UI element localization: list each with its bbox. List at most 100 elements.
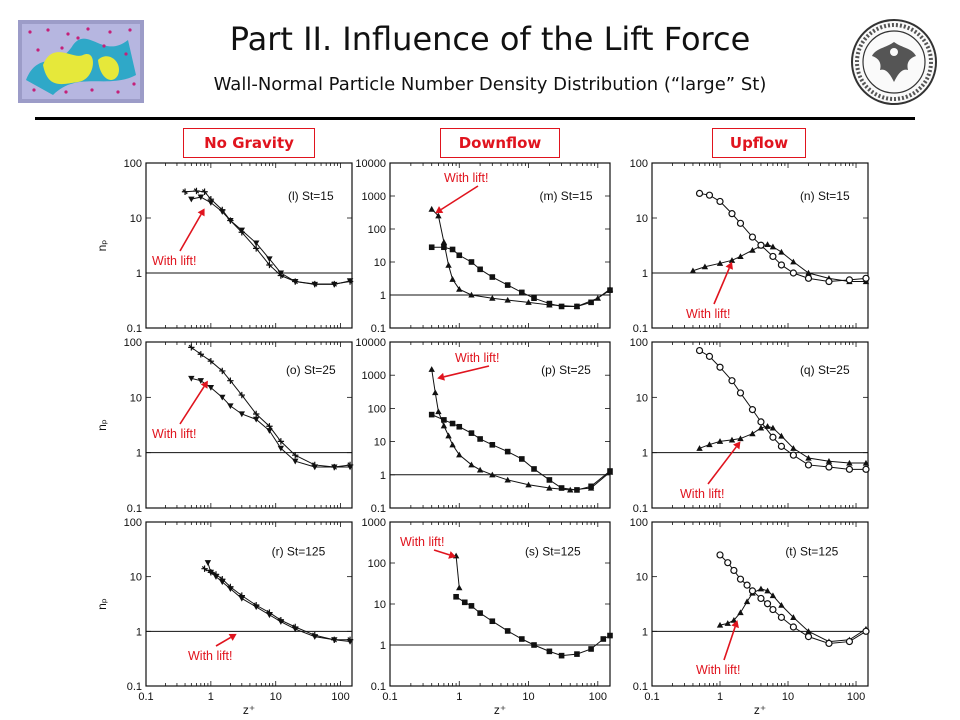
y-tick-label: 0.1: [127, 323, 142, 335]
data-point: [588, 646, 594, 652]
data-point: [845, 465, 854, 473]
y-tick-label: 1000: [362, 370, 386, 382]
data-point: [219, 394, 226, 401]
data-point: [441, 244, 447, 251]
data-point: [477, 610, 483, 616]
data-point: [428, 366, 435, 372]
y-tick-label: 1: [642, 268, 648, 280]
data-point: [769, 424, 777, 431]
y-tick-label: 10000: [355, 158, 386, 170]
data-point: [266, 256, 273, 263]
data-point: [695, 189, 704, 198]
data-point: [763, 600, 772, 608]
data-point: [468, 603, 475, 609]
data-point: [197, 194, 205, 201]
data-point: [277, 272, 285, 279]
y-tick-label: 100: [630, 337, 648, 349]
panel-label: (t) St=125: [785, 545, 838, 559]
data-point: [769, 605, 777, 614]
y-tick-label: 10: [130, 572, 142, 584]
data-point: [777, 261, 786, 269]
data-point: [789, 451, 798, 459]
y-tick-label: 100: [124, 158, 142, 170]
data-point: [331, 636, 338, 644]
y-tick-label: 0.1: [127, 503, 142, 515]
data-point: [266, 261, 273, 269]
y-tick-label: 10: [374, 257, 386, 269]
data-point: [574, 651, 580, 657]
series-line: [431, 369, 611, 491]
series-line: [207, 562, 351, 643]
data-point: [757, 585, 765, 592]
data-point: [489, 294, 496, 301]
data-point: [736, 575, 745, 583]
data-point: [546, 484, 553, 491]
data-point: [504, 628, 511, 634]
data-point: [489, 442, 496, 448]
data-point: [461, 599, 468, 606]
data-point: [449, 420, 456, 427]
subplot-s: 1000 100 10 1 0.10.1 1 10 100 z⁺ (s) St=125 With l…: [362, 517, 613, 717]
data-point: [737, 609, 744, 616]
data-point: [449, 276, 456, 282]
title-divider: [35, 117, 915, 120]
y-tick-label: 0.1: [371, 681, 386, 693]
panel-label: (r) St=125: [272, 545, 326, 559]
x-tick-label: 100: [847, 691, 865, 703]
series-line: [191, 196, 351, 285]
y-tick-label: 100: [368, 403, 386, 415]
data-point: [757, 418, 765, 426]
data-point: [862, 627, 870, 635]
data-point: [743, 581, 751, 589]
data-point: [743, 598, 751, 605]
with-lift-annotation: With lift!: [444, 171, 488, 185]
plot-frame: [145, 162, 353, 329]
annotation-arrowhead: [731, 620, 739, 629]
data-point: [504, 296, 511, 303]
y-tick-label: 1: [380, 290, 386, 302]
panel-label: (s) St=125: [525, 545, 581, 559]
data-point: [238, 592, 246, 599]
data-point: [607, 632, 613, 639]
data-point: [769, 252, 777, 261]
data-point: [212, 571, 220, 578]
panel-label: (q) St=25: [800, 363, 850, 377]
y-tick-label: 1000: [362, 517, 386, 529]
data-point: [558, 303, 565, 310]
data-point: [252, 245, 260, 252]
data-point: [716, 621, 724, 628]
data-point: [567, 486, 574, 493]
data-point: [825, 458, 833, 464]
data-point: [207, 569, 215, 576]
data-point: [804, 461, 813, 469]
data-point: [716, 197, 724, 206]
y-tick-label: 0.1: [127, 681, 142, 693]
annotation-arrowhead: [228, 633, 237, 641]
plot-frame: [651, 521, 869, 687]
x-tick-label: 10: [522, 691, 534, 703]
data-point: [531, 642, 537, 648]
data-point: [453, 593, 459, 600]
data-point: [558, 652, 565, 659]
data-point: [701, 263, 709, 270]
with-lift-annotation: With lift!: [188, 649, 232, 663]
data-point: [546, 648, 553, 655]
data-point: [749, 246, 756, 253]
data-point: [504, 476, 511, 483]
data-point: [477, 266, 483, 273]
data-point: [504, 282, 511, 288]
column-header-upflow: Upflow: [712, 128, 806, 158]
data-point: [238, 229, 246, 236]
y-axis-label: nₚ: [95, 419, 109, 431]
data-point: [468, 461, 475, 468]
data-point: [764, 241, 771, 248]
data-point: [728, 257, 736, 263]
annotation-arrow: [433, 549, 450, 556]
data-point: [695, 346, 704, 355]
x-axis-label: z⁺: [494, 703, 506, 717]
column-header-no-gravity: No Gravity: [183, 128, 315, 158]
data-point: [456, 285, 463, 292]
data-point: [546, 477, 553, 483]
data-point: [588, 483, 594, 490]
data-point: [219, 575, 226, 583]
